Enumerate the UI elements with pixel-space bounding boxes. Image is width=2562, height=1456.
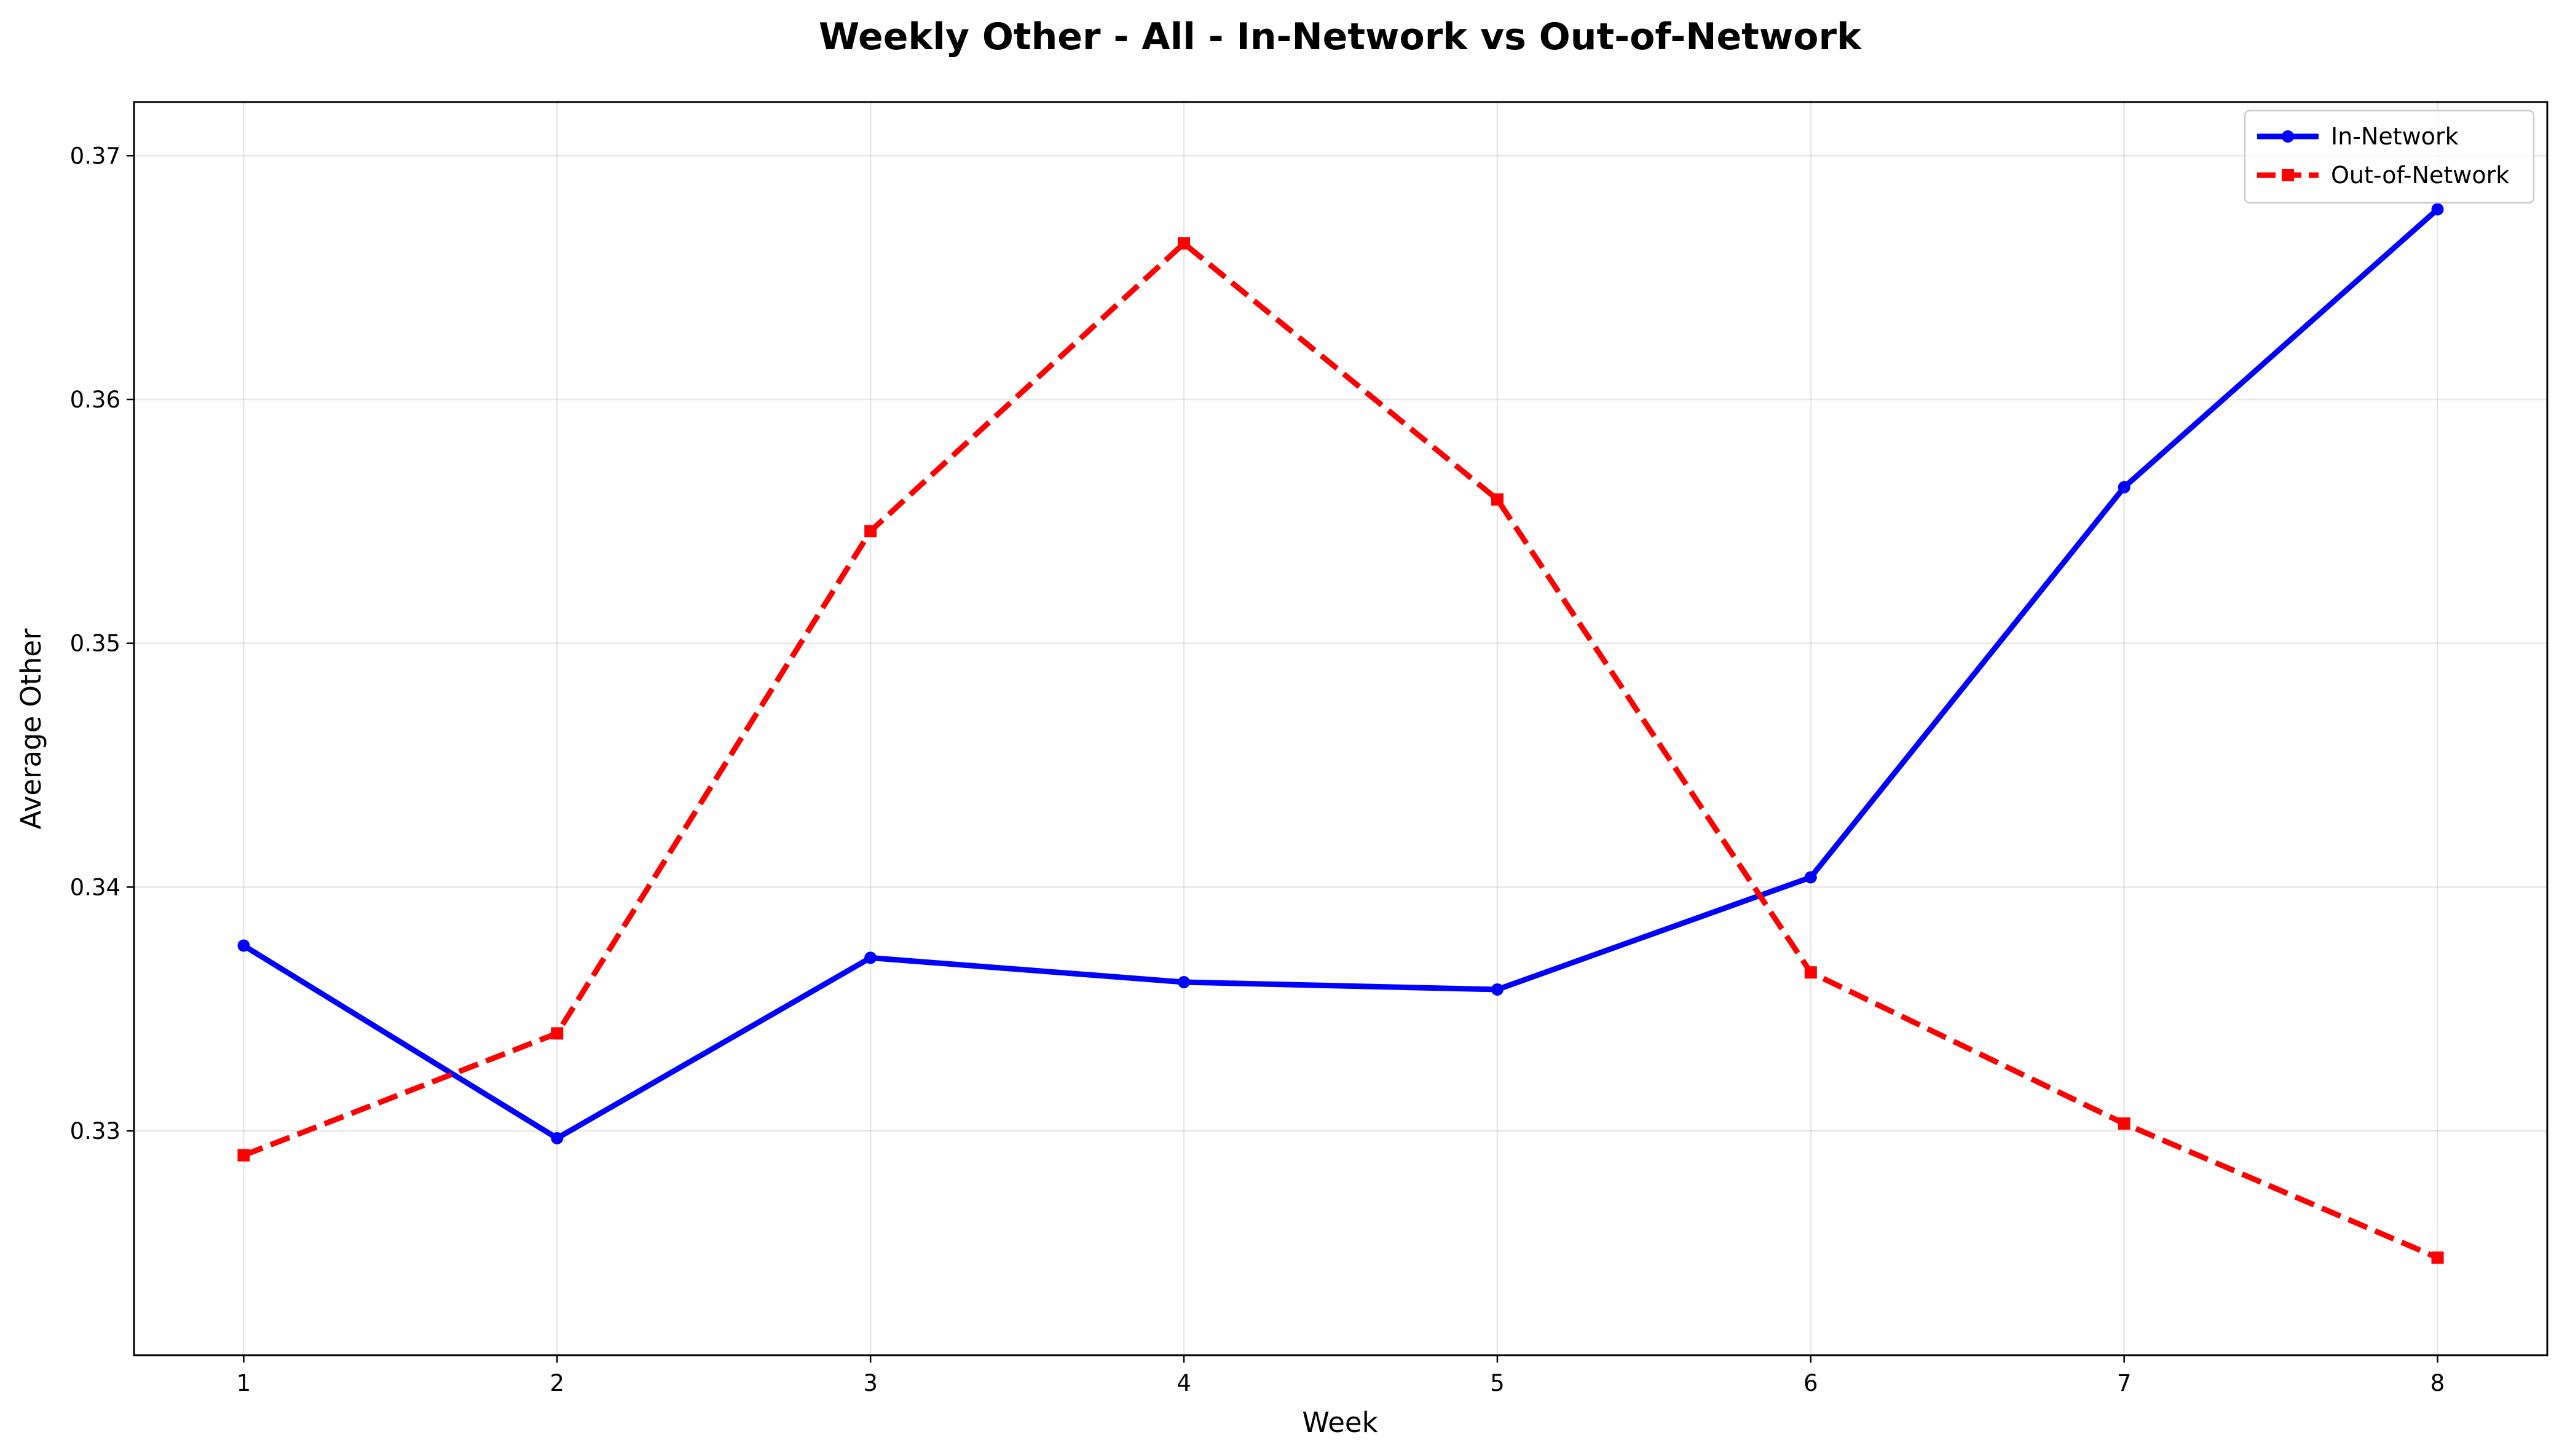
y-axis-label: Average Other <box>15 628 47 829</box>
data-point <box>1804 966 1817 979</box>
x-tick-label: 8 <box>2430 1370 2445 1396</box>
legend-item-in-network: In-Network <box>2257 123 2459 150</box>
legend-label: Out-of-Network <box>2331 162 2509 189</box>
series-out-of-network <box>237 237 2444 1264</box>
data-point <box>551 1131 564 1144</box>
x-tick-label: 2 <box>550 1370 565 1396</box>
chart-title: Weekly Other - All - In-Network vs Out-o… <box>819 15 1862 58</box>
legend-swatch-marker <box>2282 169 2294 181</box>
data-point <box>2118 481 2130 494</box>
data-point <box>864 951 877 964</box>
x-tick-label: 3 <box>863 1370 878 1396</box>
series-in-network <box>237 203 2444 1144</box>
data-point <box>1178 237 1191 250</box>
legend-item-out-of-network: Out-of-Network <box>2257 162 2509 189</box>
data-point <box>551 1027 564 1040</box>
y-tick-label: 0.37 <box>70 143 120 169</box>
plot-frame <box>133 101 2548 1356</box>
x-tick-label: 6 <box>1803 1370 1818 1396</box>
data-point <box>1491 983 1504 996</box>
data-point <box>1178 976 1191 989</box>
data-point <box>2431 1251 2444 1264</box>
x-tick-label: 1 <box>237 1370 251 1396</box>
data-point <box>2118 1117 2130 1130</box>
y-tick-label: 0.33 <box>70 1118 120 1144</box>
gridlines <box>134 102 2547 1355</box>
x-tick-label: 5 <box>1490 1370 1505 1396</box>
series-line-in-network <box>242 207 2440 1141</box>
legend: In-Network Out-of-Network <box>2244 109 2535 204</box>
data-point <box>1804 871 1817 884</box>
y-tick-label: 0.36 <box>70 387 120 413</box>
data-point <box>2431 203 2444 216</box>
plot-series <box>237 203 2444 1264</box>
x-axis-ticks: 1 2 3 4 5 6 7 8 <box>237 1355 2445 1396</box>
series-line-out-of-network <box>242 240 2439 1261</box>
y-tick-label: 0.34 <box>70 874 120 900</box>
x-tick-label: 4 <box>1177 1370 1191 1396</box>
x-tick-label: 7 <box>2117 1370 2132 1396</box>
data-point <box>237 1149 250 1162</box>
y-axis-ticks: 0.33 0.34 0.35 0.36 0.37 <box>70 143 134 1144</box>
x-axis-label: Week <box>1302 1406 1378 1439</box>
legend-label: In-Network <box>2331 123 2459 150</box>
data-point <box>1491 493 1504 506</box>
legend-swatch-marker <box>2282 130 2294 143</box>
data-point <box>864 525 877 538</box>
y-tick-label: 0.35 <box>70 631 120 657</box>
data-point <box>237 939 250 952</box>
